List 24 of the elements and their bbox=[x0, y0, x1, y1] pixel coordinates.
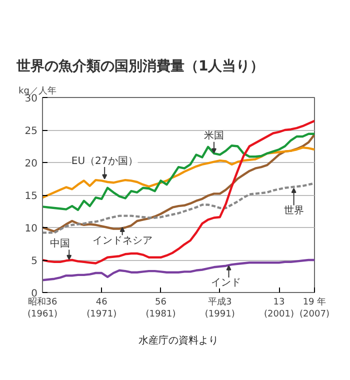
line-series bbox=[42, 120, 314, 264]
x-tick-label: 平成3 (1991) bbox=[204, 296, 235, 320]
chart-title: 世界の魚介類の国別消費量（1人当り） bbox=[16, 58, 264, 74]
annotation: 中国 bbox=[50, 238, 70, 250]
x-tick-label: 昭和36 (1961) bbox=[28, 296, 58, 320]
annotation: インド bbox=[210, 278, 241, 289]
x-tick-label: 56 (1981) bbox=[146, 298, 176, 320]
y-tick-label: 20 bbox=[24, 158, 38, 170]
line-series bbox=[42, 146, 314, 199]
y-tick-label: 15 bbox=[24, 191, 38, 202]
y-tick-label: 30 bbox=[24, 94, 38, 104]
y-tick-label: 10 bbox=[24, 224, 38, 234]
annotation: 米国 bbox=[204, 130, 224, 142]
text: 水産庁の資料より bbox=[138, 334, 218, 346]
x-tick-label: 19 年 (2007) bbox=[300, 296, 330, 320]
x-tick-label: 46 (1971) bbox=[86, 298, 117, 320]
y-axis-title: kg／人年 bbox=[18, 86, 56, 96]
x-tick-label: 13 (2001) bbox=[264, 298, 294, 320]
y-tick-label: 25 bbox=[24, 126, 38, 137]
annotation: 世界 bbox=[284, 204, 304, 216]
annotation: インドネシア bbox=[92, 235, 152, 246]
y-tick-label: 5 bbox=[31, 256, 38, 267]
annotation: EU（27か国） bbox=[71, 156, 138, 168]
line-series bbox=[42, 182, 314, 234]
